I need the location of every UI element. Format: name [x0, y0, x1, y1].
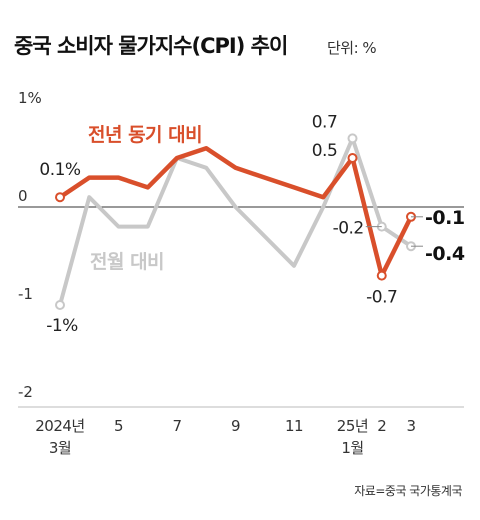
x-tick-label: 11	[285, 417, 303, 435]
data-label: -0.1	[425, 207, 465, 229]
data-point	[55, 192, 65, 203]
source-note: 자료=중국 국가통계국	[354, 484, 462, 498]
x-tick-label: 3	[406, 417, 415, 435]
chart-title: 중국 소비자 물가지수(CPI) 추이	[14, 34, 288, 58]
data-point	[347, 153, 358, 163]
y-tick-label: -1	[18, 285, 33, 303]
unit-label: 단위: %	[327, 39, 377, 57]
data-label: -1%	[46, 316, 78, 336]
x-tick-label: 1월	[341, 439, 363, 457]
data-label: -0.4	[425, 243, 465, 265]
data-point	[55, 300, 65, 310]
x-tick-label: 5	[114, 417, 123, 435]
series-name-label: 전년 동기 대비	[88, 124, 202, 146]
data-label: 0.7	[312, 112, 338, 132]
x-tick-label: 9	[231, 417, 240, 435]
data-point	[347, 133, 358, 144]
label-layer: 전월 대비 전년 동기 대비 0.1% -1% 0.7 0.5 -0.2 -0.7 -0.1 -0…	[39, 112, 465, 336]
y-tick-label: -2	[18, 383, 33, 401]
series-name-label: 전월 대비	[90, 251, 164, 273]
data-label: -0.2	[333, 219, 364, 239]
x-tick-label: 3월	[49, 439, 71, 457]
data-label: 0.5	[312, 141, 338, 161]
x-tick-label: 2	[377, 417, 386, 435]
y-tick-label: 1%	[18, 89, 42, 107]
data-label: -0.7	[366, 288, 397, 308]
series-layer	[55, 133, 416, 310]
x-tick-label: 2024년	[35, 417, 84, 435]
x-tick-label: 7	[172, 417, 181, 435]
data-label: 0.1%	[39, 160, 81, 180]
y-tick-label: 0	[18, 187, 28, 205]
x-tick-label: 25년	[337, 417, 368, 435]
data-point	[376, 270, 387, 281]
